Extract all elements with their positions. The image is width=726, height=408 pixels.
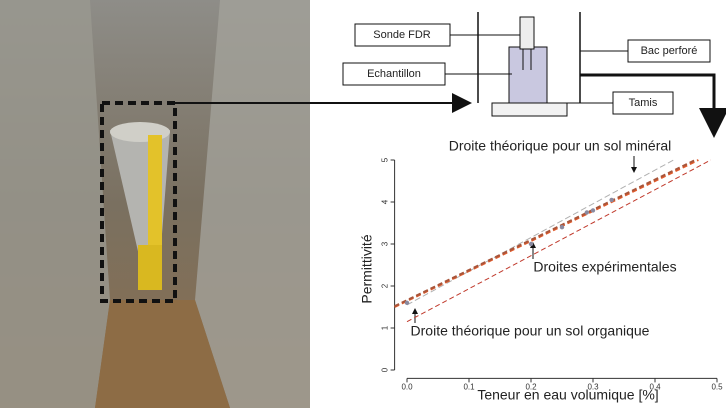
y-axis-label: Permittivité xyxy=(359,234,375,303)
line xyxy=(394,159,699,308)
label: Tamis xyxy=(629,97,658,109)
annotation: Droites expérimentales xyxy=(533,259,676,275)
diagram: Sonde FDR Echantillon Bac perforé Tamis xyxy=(342,12,726,138)
photo xyxy=(0,0,310,408)
x-tick-label: 0.4 xyxy=(649,383,661,392)
x-tick-label: 0.1 xyxy=(463,383,475,392)
x-tick-label: 0.5 xyxy=(711,383,723,392)
y-tick-label: 4 xyxy=(381,199,390,204)
y-tick-label: 5 xyxy=(381,157,390,162)
chart: Teneur en eau volumique [%] Permittivité… xyxy=(359,138,723,403)
point xyxy=(528,241,534,247)
x-tick-label: 0.2 xyxy=(525,383,537,392)
label: Bac perforé xyxy=(641,45,698,57)
line xyxy=(406,159,674,306)
y-tick-label: 0 xyxy=(381,367,390,372)
point xyxy=(559,225,565,230)
annotation: Droite théorique pour un sol organique xyxy=(411,323,650,339)
line xyxy=(406,159,712,323)
x-axis-label: Teneur en eau volumique [%] xyxy=(477,387,658,403)
label: Echantillon xyxy=(367,68,421,80)
point xyxy=(609,197,614,203)
y-tick-label: 3 xyxy=(381,241,390,246)
x-tick-label: 0.3 xyxy=(587,383,599,392)
annotation: Droite théorique pour un sol minéral xyxy=(449,138,672,154)
label: Sonde FDR xyxy=(373,29,431,41)
point xyxy=(404,300,410,305)
point xyxy=(590,208,596,213)
y-tick-label: 1 xyxy=(381,325,390,330)
line xyxy=(394,159,696,308)
point xyxy=(584,210,589,215)
x-tick-label: 0.0 xyxy=(401,383,413,392)
y-tick-label: 2 xyxy=(381,283,390,288)
